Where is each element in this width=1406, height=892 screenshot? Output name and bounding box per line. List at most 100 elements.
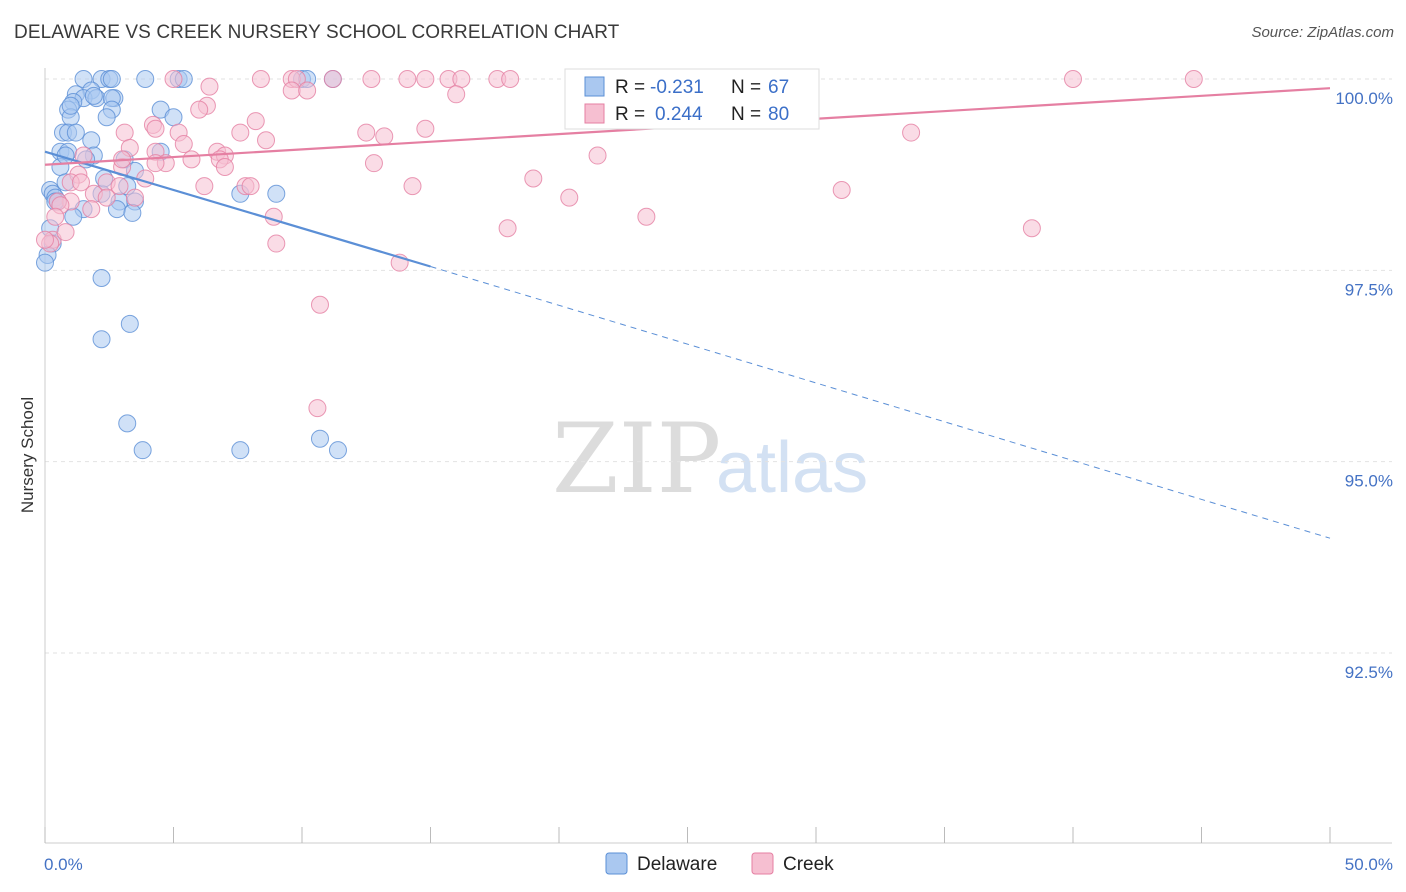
- legend-n-label-delaware: N =: [731, 77, 761, 98]
- legend-r-label-creek: R =: [615, 104, 645, 125]
- data-point-creek: [125, 188, 144, 207]
- data-point-creek: [231, 123, 250, 142]
- y-tick-label: 100.0%: [1335, 89, 1393, 108]
- data-point-creek: [357, 123, 376, 142]
- data-point-creek: [36, 230, 54, 249]
- data-point-delaware: [97, 108, 116, 127]
- data-point-creek: [416, 70, 435, 88]
- y-axis-label: Nursery School: [18, 397, 37, 513]
- data-point-delaware: [61, 96, 80, 115]
- data-point-creek: [1064, 70, 1082, 88]
- data-point-creek: [56, 223, 75, 242]
- legend-n-creek: 80: [768, 104, 789, 125]
- legend-r-delaware: -0.231: [650, 77, 704, 98]
- data-point-creek: [164, 70, 183, 88]
- data-point-delaware: [164, 108, 183, 127]
- data-point-creek: [524, 169, 543, 188]
- data-point-delaware: [102, 70, 121, 88]
- data-point-creek: [298, 81, 317, 100]
- bottom-legend-swatch-creek: [751, 852, 774, 875]
- data-point-creek: [832, 180, 851, 199]
- data-point-delaware: [136, 70, 155, 88]
- data-point-delaware: [118, 414, 137, 433]
- stats-legend: R = -0.231 N = 67 R = 0.244 N = 80: [564, 68, 820, 130]
- data-point-delaware: [66, 123, 85, 142]
- data-point-creek: [501, 70, 520, 88]
- data-point-creek: [200, 77, 219, 96]
- bottom-legend-swatch-delaware: [605, 852, 628, 875]
- y-tick-label: 97.5%: [1345, 280, 1393, 299]
- data-point-creek: [375, 127, 394, 146]
- data-point-creek: [146, 119, 165, 138]
- data-point-delaware: [231, 441, 250, 460]
- data-point-delaware: [123, 203, 142, 222]
- data-points: [36, 70, 1203, 460]
- bottom-legend-creek: Creek: [783, 854, 834, 875]
- axes: 100.0% 97.5% 95.0% 92.5% 0.0% 50.0%: [44, 68, 1393, 874]
- data-point-creek: [310, 295, 329, 314]
- data-point-creek: [308, 399, 327, 418]
- data-point-creek: [251, 70, 270, 88]
- legend-r-creek: 0.244: [655, 104, 703, 125]
- legend-r-label-delaware: R =: [615, 77, 645, 98]
- grid-lines: [45, 78, 1392, 654]
- watermark-zip: ZIP: [552, 403, 721, 515]
- data-point-creek: [97, 188, 116, 207]
- data-point-creek: [46, 207, 65, 226]
- trend-line-delaware: [44, 150, 431, 268]
- data-point-delaware: [328, 441, 347, 460]
- data-point-creek: [902, 123, 921, 142]
- data-point-delaware: [310, 429, 329, 448]
- series-legend: Delaware Creek: [605, 852, 834, 875]
- data-point-delaware: [120, 314, 139, 333]
- data-point-creek: [452, 70, 471, 88]
- data-point-creek: [82, 200, 101, 219]
- data-point-creek: [257, 131, 276, 150]
- data-point-creek: [110, 177, 129, 196]
- data-point-delaware: [267, 184, 286, 203]
- data-point-creek: [174, 135, 193, 154]
- trend-line-extension-delaware: [430, 266, 1331, 539]
- data-point-creek: [246, 112, 265, 131]
- data-point-creek: [195, 177, 214, 196]
- y-tick-label: 92.5%: [1345, 663, 1393, 682]
- data-point-delaware: [133, 441, 152, 460]
- chart-title: DELAWARE VS CREEK NURSERY SCHOOL CORRELA…: [14, 22, 620, 43]
- data-point-delaware: [92, 268, 111, 287]
- data-point-creek: [267, 234, 286, 253]
- x-tick-label: 50.0%: [1345, 855, 1393, 874]
- data-point-creek: [1022, 219, 1041, 238]
- data-point-delaware: [36, 253, 54, 272]
- data-point-creek: [182, 150, 201, 169]
- data-point-creek: [398, 70, 417, 88]
- data-point-creek: [364, 154, 383, 173]
- legend-n-label-creek: N =: [731, 104, 761, 125]
- data-point-creek: [71, 173, 90, 192]
- watermark-atlas: atlas: [716, 428, 868, 508]
- data-point-creek: [588, 146, 607, 165]
- data-point-creek: [215, 158, 234, 177]
- data-point-delaware: [92, 330, 111, 349]
- data-point-creek: [447, 85, 466, 104]
- legend-swatch-delaware: [584, 76, 605, 97]
- bottom-legend-delaware: Delaware: [637, 854, 717, 875]
- legend-swatch-creek: [584, 103, 605, 124]
- data-point-creek: [403, 177, 422, 196]
- data-point-creek: [498, 219, 517, 238]
- data-point-delaware: [84, 86, 103, 105]
- data-point-creek: [241, 177, 260, 196]
- data-point-creek: [560, 188, 579, 207]
- y-tick-label: 95.0%: [1345, 472, 1393, 491]
- data-point-creek: [282, 81, 301, 100]
- legend-n-delaware: 67: [768, 77, 789, 98]
- data-point-creek: [1184, 70, 1203, 88]
- data-point-creek: [362, 70, 381, 88]
- data-point-creek: [416, 119, 435, 138]
- data-point-creek: [115, 123, 134, 142]
- data-point-creek: [323, 70, 342, 88]
- data-point-creek: [637, 207, 656, 226]
- source-credit: Source: ZipAtlas.com: [1251, 24, 1394, 41]
- x-tick-label: 0.0%: [44, 855, 83, 874]
- data-point-delaware: [82, 131, 101, 150]
